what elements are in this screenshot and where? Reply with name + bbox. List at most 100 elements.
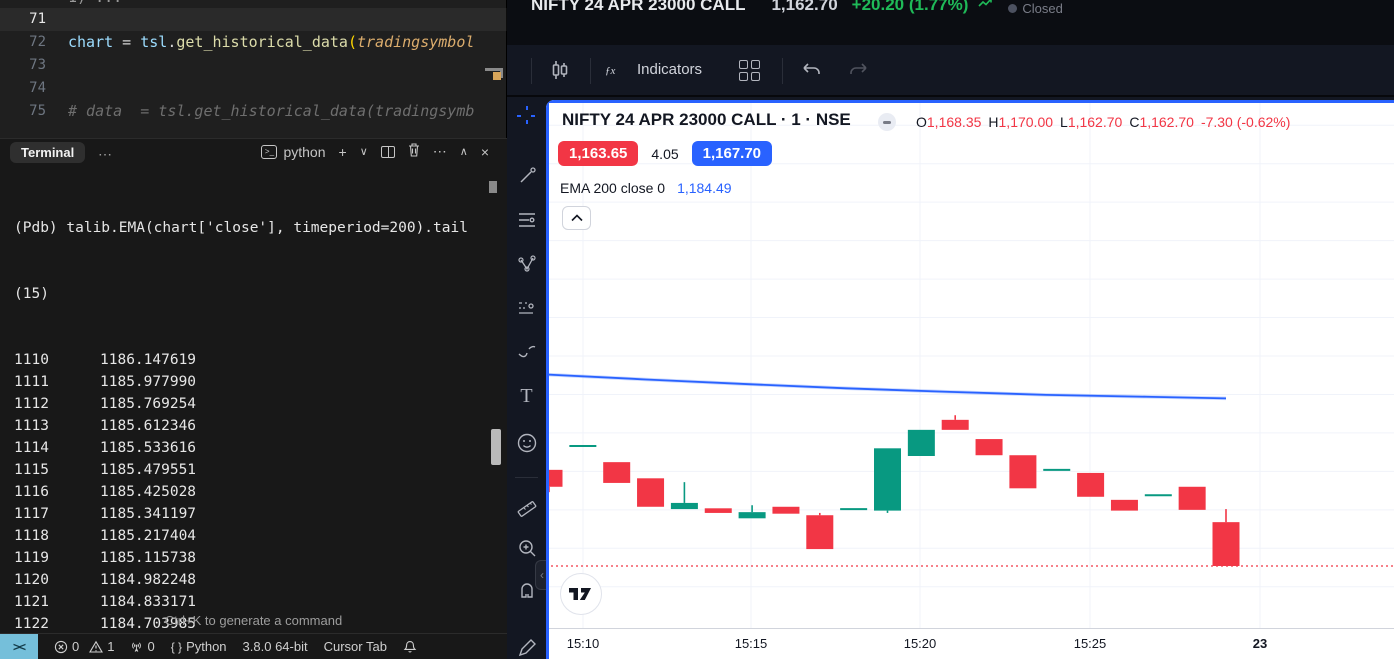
maximize-panel-icon[interactable]: ∧ [459,146,468,158]
terminal-row: 1116 1185.425028 [14,484,197,500]
ports-indicator[interactable]: 0 [130,639,155,654]
ema-legend-value: 1,184.49 [677,180,732,196]
chart-active-border-left [546,100,549,659]
terminal-row: 1118 1185.217404 [14,528,197,544]
chart-toolbar: ƒx Indicators [507,45,1394,97]
terminal-panel[interactable]: Terminal ⋯ >_ python + ∨ ⋯ ∧ × (Pdb) tali… [0,138,507,654]
problems-indicator[interactable]: 0 1 [54,639,114,654]
ema-legend-label: EMA 200 close 0 [560,180,666,196]
buy-price-button[interactable]: 1,167.70 [691,141,773,166]
line-number: 71 [29,11,46,27]
new-terminal-button[interactable]: + [338,143,347,160]
code-fragment: 1) ... [68,0,122,6]
legend-collapse-button[interactable] [562,206,591,230]
magnet-tool[interactable] [507,581,546,608]
time-axis-label: 15:10 [566,636,600,651]
legend-more-button[interactable] [878,113,896,131]
terminal-tab-more-icon[interactable]: ⋯ [98,146,113,162]
chart-active-border-top [546,100,1394,103]
terminal-command-wrap: (15) [14,286,49,302]
ticker-symbol: NIFTY 24 APR 23000 CALL [531,0,746,14]
terminal-row: 1117 1185.341197 [14,506,197,522]
terminal-actions: >_ python + ∨ ⋯ ∧ × [261,143,489,160]
ticker-price: 1,162.70 [771,0,838,14]
terminal-row: 1110 1186.147619 [14,352,197,368]
terminal-row: 1112 1185.769254 [14,396,197,412]
kill-terminal-icon[interactable] [408,143,420,160]
candlestick-chart[interactable] [546,100,1394,628]
chevron-up-icon [570,214,583,222]
toolbar-separator [531,58,532,84]
text-tool[interactable]: T [520,385,533,407]
time-axis-label: 15:15 [734,636,768,651]
sell-price-button[interactable]: 1,163.65 [558,141,639,166]
radio-tower-icon [132,642,142,652]
vscode-statusbar: >< 0 1 0 { } Python 3.8.0 64-bit Cursor … [0,633,507,659]
shell-chip[interactable]: >_ python [261,143,326,160]
close-panel-icon[interactable]: × [480,143,489,160]
remote-indicator[interactable]: >< [0,633,38,659]
chart-symbol-title[interactable]: NIFTY 24 APR 23000 CALL · 1 · NSE [562,110,851,129]
trend-arrow-icon [978,0,994,14]
market-status: Closed [1008,1,1063,16]
xabcd-pattern-tool[interactable] [507,253,546,280]
toolbar-separator [515,477,538,478]
editor-line: 74 [0,77,507,100]
layout-grid-icon[interactable] [739,60,761,82]
terminal-row: 1119 1185.115738 [14,550,197,566]
terminal-row: 1114 1185.533616 [14,440,197,456]
split-terminal-icon[interactable] [380,145,395,158]
ohlc-readout: O1,168.35 H1,170.00 L1,162.70 C1,162.70 -7.3… [916,114,1291,130]
edit-tool[interactable] [507,637,546,659]
editor-line: 75 # data = tsl.get_historical_data(trad… [0,100,507,123]
editor-line: 71 [0,8,507,31]
error-icon [54,640,68,653]
ticker-change: +20.20 (1.77%) [851,0,969,14]
drawing-toolbar: T ‹ [507,97,548,659]
fx-icon[interactable]: ƒx [605,65,616,77]
terminal-dropdown-chevron[interactable]: ∨ [359,146,368,158]
time-axis[interactable]: 15:10 15:15 15:20 15:25 23 [546,628,1394,659]
vscode-window: 1) ... 71 72 chart = tsl.get_historical_… [0,0,507,659]
drag-cursor-icon [485,62,507,82]
python-version[interactable]: 3.8.0 64-bit [242,639,308,654]
ema-legend[interactable]: EMA 200 close 0 1,184.49 [560,180,732,196]
fib-retracement-tool[interactable] [507,209,546,236]
notifications-bell[interactable] [403,640,417,654]
terminal-output[interactable]: (Pdb) talib.EMA(chart['close'], timeperi… [14,173,494,659]
shell-label: python [283,143,326,160]
brush-tool[interactable] [507,340,546,367]
cursor-tab-toggle[interactable]: Cursor Tab [323,639,387,654]
zoom-in-tool[interactable] [507,537,546,564]
indicators-button[interactable]: Indicators [637,61,703,78]
warning-icon [89,640,104,653]
terminal-more-icon[interactable]: ⋯ [432,143,447,159]
line-number: 74 [29,80,46,96]
time-axis-label: 15:20 [903,636,937,651]
emoji-tool[interactable] [507,432,546,459]
code-line: chart = tsl.get_historical_data(tradings… [68,33,475,51]
terminal-row: 1113 1185.612346 [14,418,197,434]
toolbar-separator [590,58,591,84]
tradingview-logo[interactable] [560,573,602,615]
projection-tool[interactable] [507,297,546,324]
trendline-tool[interactable] [507,165,546,192]
editor-line: 72 chart = tsl.get_historical_data(tradi… [0,31,507,54]
redo-button[interactable] [848,60,870,85]
python-interpreter[interactable]: { } Python [170,639,227,654]
chart-widget[interactable]: 15:10 15:15 15:20 15:25 23 NIFTY 24 APR 2300… [546,100,1394,659]
undo-button[interactable] [800,60,822,85]
code-editor[interactable]: 1) ... 71 72 chart = tsl.get_historical_… [0,0,507,138]
candle-style-button[interactable] [547,57,575,90]
bell-icon [403,640,417,653]
terminal-row: 1115 1185.479551 [14,462,197,478]
toolbar-collapse-handle[interactable]: ‹ [535,560,548,590]
scrollbar-mark [489,181,497,193]
symbol-ticker-strip: NIFTY 24 APR 23000 CALL 1,162.70 +20.20 … [507,0,1394,45]
line-number: 75 [29,103,46,119]
terminal-tab[interactable]: Terminal [10,142,86,163]
editor-line: 73 [0,54,507,77]
crosshair-tool[interactable] [507,105,546,132]
measure-tool[interactable] [507,495,546,522]
terminal-scrollbar[interactable] [491,429,501,465]
